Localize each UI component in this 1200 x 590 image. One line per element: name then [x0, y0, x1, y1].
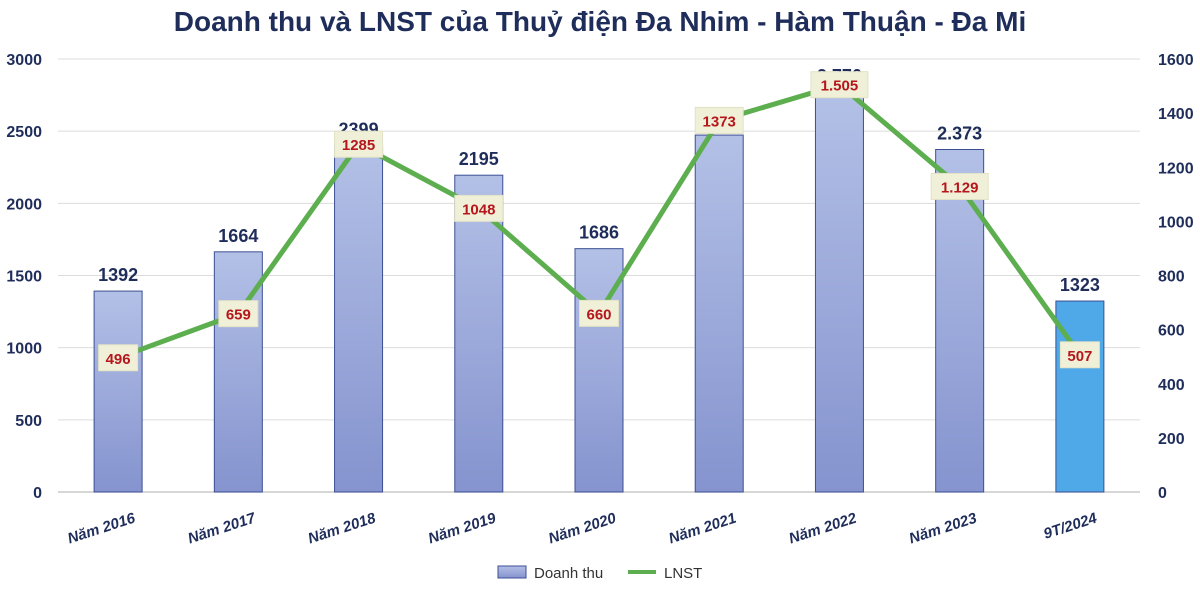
x-tick-label: Năm 2018: [306, 509, 378, 547]
y-right-tick-label: 600: [1158, 323, 1185, 340]
y-right-tick-label: 400: [1158, 377, 1185, 394]
line-label-box: [930, 172, 989, 200]
bar: [93, 290, 143, 493]
line-value-label: 1285: [342, 137, 375, 154]
bar: [814, 91, 864, 493]
line-label-box: [694, 106, 744, 134]
bar-value-label: 1664: [218, 226, 258, 246]
line-value-label: 1.129: [941, 179, 979, 196]
bar-value-label: 1323: [1060, 275, 1100, 295]
y-right-tick-label: 1000: [1158, 214, 1194, 231]
y-right-tick-label: 1400: [1158, 106, 1194, 123]
line-value-label: 496: [106, 351, 131, 368]
y-right-tick-label: 0: [1158, 485, 1167, 502]
line-label-box: [334, 130, 384, 158]
y-right-tick-label: 1600: [1158, 52, 1194, 69]
bar-value-label: 1392: [98, 265, 138, 285]
bar-value-label: 1686: [579, 223, 619, 243]
line-label-box: [579, 299, 619, 327]
bar: [694, 134, 744, 493]
x-tick-label: Năm 2022: [787, 509, 859, 547]
y-left-tick-label: 3000: [6, 52, 42, 69]
x-tick-label: Năm 2017: [186, 509, 258, 547]
x-tick-label: Năm 2023: [907, 509, 979, 547]
legend-label: LNST: [664, 565, 702, 582]
bar: [334, 145, 384, 493]
legend-swatch-doanh-thu: [497, 565, 527, 579]
y-right-tick-label: 800: [1158, 269, 1185, 286]
x-tick-label: 9T/2024: [1042, 509, 1100, 542]
x-tick-label: Năm 2019: [426, 509, 498, 547]
line-value-label: 1373: [703, 113, 736, 130]
bar-value-label: 2.373: [937, 123, 982, 143]
line-value-label: 507: [1067, 348, 1092, 365]
bar: [935, 148, 985, 493]
line-label-box: [1059, 341, 1100, 369]
x-tick-label: Năm 2021: [667, 510, 739, 548]
y-left-tick-label: 1000: [6, 341, 42, 358]
line-value-label: 1048: [462, 201, 495, 218]
y-right-tick-label: 200: [1158, 431, 1185, 448]
y-left-tick-label: 1500: [6, 269, 42, 286]
line-value-label: 660: [586, 306, 611, 323]
line-label-box: [98, 344, 139, 372]
legend-label: Doanh thu: [534, 565, 603, 582]
x-tick-label: Năm 2020: [546, 509, 618, 547]
line-label-box: [218, 300, 259, 328]
y-left-tick-label: 2500: [6, 124, 42, 141]
line-label-box: [454, 194, 504, 222]
y-left-tick-label: 0: [33, 485, 42, 502]
bar-value-label: 2195: [459, 149, 499, 169]
line-value-label: 659: [226, 307, 251, 324]
y-left-tick-label: 2000: [6, 196, 42, 213]
chart-title: Doanh thu và LNST của Thuỷ điện Đa Nhim …: [173, 6, 1027, 37]
line-value-label: 1.505: [821, 78, 859, 95]
x-tick-label: Năm 2016: [65, 509, 137, 547]
line-label-box: [810, 71, 869, 99]
bar: [454, 174, 504, 493]
y-left-tick-label: 500: [15, 413, 42, 430]
y-right-tick-label: 1200: [1158, 160, 1194, 177]
